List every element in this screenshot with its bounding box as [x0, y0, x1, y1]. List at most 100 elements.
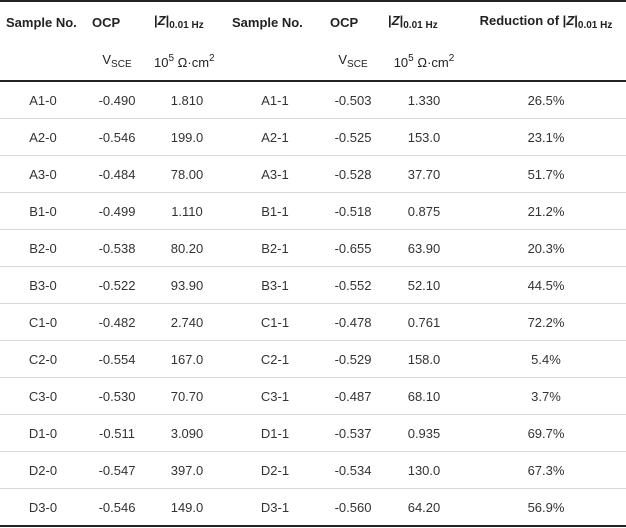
cell-impedance-1: 64.20 — [382, 488, 466, 527]
cell-impedance-0: 199.0 — [148, 118, 226, 156]
cell-impedance-0: 3.090 — [148, 414, 226, 452]
cell-ocp-0: -0.546 — [86, 488, 148, 527]
cell-ocp-0: -0.547 — [86, 451, 148, 489]
units-ocp-1-main: V — [102, 52, 112, 67]
cell-ocp-0: -0.522 — [86, 266, 148, 304]
units-impedance-2-exp: 5 — [408, 52, 414, 64]
units-ocp-1-sub: SCE — [111, 59, 132, 70]
cell-sample-0: D2-0 — [0, 451, 86, 489]
cell-sample-0: A1-0 — [0, 81, 86, 119]
cell-ocp-1: -0.534 — [324, 451, 382, 489]
header-impedance-1-prefix: | — [154, 13, 158, 28]
cell-reduction: 72.2% — [466, 303, 626, 341]
cell-sample-0: D3-0 — [0, 488, 86, 527]
units-impedance-1-base: 10 — [154, 54, 169, 70]
cell-sample-1: D1-1 — [226, 414, 324, 452]
cell-ocp-1: -0.552 — [324, 266, 382, 304]
cell-sample-1: A3-1 — [226, 155, 324, 193]
table-row: D2-0 -0.547 397.0 D2-1 -0.534 130.0 67.3… — [0, 451, 626, 489]
units-impedance-1: 105 Ω·cm2 — [148, 42, 226, 82]
cell-ocp-1: -0.518 — [324, 192, 382, 230]
cell-impedance-0: 1.810 — [148, 81, 226, 119]
cell-sample-0: D1-0 — [0, 414, 86, 452]
cell-ocp-1: -0.655 — [324, 229, 382, 267]
units-impedance-1-unit: Ω·cm — [174, 54, 210, 70]
header-reduction: Reduction of |Z|0.01 Hz — [466, 0, 626, 42]
cell-sample-0: C2-0 — [0, 340, 86, 378]
table-row: A2-0 -0.546 199.0 A2-1 -0.525 153.0 23.1… — [0, 118, 626, 156]
cell-sample-1: D3-1 — [226, 488, 324, 527]
cell-ocp-1: -0.525 — [324, 118, 382, 156]
cell-impedance-1: 68.10 — [382, 377, 466, 415]
table-row: C2-0 -0.554 167.0 C2-1 -0.529 158.0 5.4% — [0, 340, 626, 378]
cell-impedance-1: 63.90 — [382, 229, 466, 267]
cell-reduction: 23.1% — [466, 118, 626, 156]
cell-reduction: 69.7% — [466, 414, 626, 452]
cell-sample-0: A2-0 — [0, 118, 86, 156]
cell-ocp-1: -0.503 — [324, 81, 382, 119]
cell-reduction: 44.5% — [466, 266, 626, 304]
cell-impedance-0: 80.20 — [148, 229, 226, 267]
cell-impedance-0: 397.0 — [148, 451, 226, 489]
cell-reduction: 3.7% — [466, 377, 626, 415]
cell-impedance-0: 70.70 — [148, 377, 226, 415]
table-row: A3-0 -0.484 78.00 A3-1 -0.528 37.70 51.7… — [0, 155, 626, 193]
cell-sample-1: B3-1 — [226, 266, 324, 304]
header-impedance-2-var: Z — [391, 13, 400, 28]
units-impedance-2-unit-exp: 2 — [448, 52, 455, 64]
cell-impedance-1: 52.10 — [382, 266, 466, 304]
cell-impedance-1: 37.70 — [382, 155, 466, 193]
header-row: Sample No. OCP |Z|0.01 Hz Sample No. OCP… — [0, 0, 626, 42]
cell-ocp-0: -0.482 — [86, 303, 148, 341]
cell-impedance-0: 78.00 — [148, 155, 226, 193]
table-row: B1-0 -0.499 1.110 B1-1 -0.518 0.875 21.2… — [0, 192, 626, 230]
units-impedance-1-exp: 5 — [168, 52, 175, 64]
cell-impedance-1: 153.0 — [382, 118, 466, 156]
cell-sample-0: C3-0 — [0, 377, 86, 415]
cell-ocp-1: -0.487 — [324, 377, 382, 415]
table-body: A1-0 -0.490 1.810 A1-1 -0.503 1.330 26.5… — [0, 81, 626, 527]
cell-ocp-0: -0.511 — [86, 414, 148, 452]
cell-sample-1: D2-1 — [226, 451, 324, 489]
cell-sample-0: C1-0 — [0, 303, 86, 341]
cell-impedance-0: 167.0 — [148, 340, 226, 378]
units-impedance-2-base: 10 — [393, 54, 409, 70]
table-row: D1-0 -0.511 3.090 D1-1 -0.537 0.935 69.7… — [0, 414, 626, 452]
cell-sample-1: B1-1 — [226, 192, 324, 230]
header-impedance-1-var: Z — [157, 13, 166, 28]
cell-impedance-0: 2.740 — [148, 303, 226, 341]
header-impedance-2: |Z|0.01 Hz — [382, 0, 466, 42]
cell-ocp-0: -0.499 — [86, 192, 148, 230]
cell-impedance-1: 130.0 — [382, 451, 466, 489]
units-sample-no-2 — [226, 42, 324, 82]
cell-impedance-1: 0.875 — [382, 192, 466, 230]
cell-sample-1: C2-1 — [226, 340, 324, 378]
cell-ocp-1: -0.560 — [324, 488, 382, 527]
units-ocp-1: VSCE — [86, 42, 148, 82]
cell-ocp-1: -0.529 — [324, 340, 382, 378]
units-ocp-2: VSCE — [324, 42, 382, 82]
cell-sample-0: B3-0 — [0, 266, 86, 304]
cell-reduction: 56.9% — [466, 488, 626, 527]
cell-impedance-0: 149.0 — [148, 488, 226, 527]
cell-ocp-0: -0.538 — [86, 229, 148, 267]
cell-ocp-0: -0.530 — [86, 377, 148, 415]
header-ocp-2: OCP — [324, 0, 382, 42]
cell-ocp-1: -0.537 — [324, 414, 382, 452]
cell-ocp-0: -0.490 — [86, 81, 148, 119]
cell-reduction: 26.5% — [466, 81, 626, 119]
cell-sample-1: C1-1 — [226, 303, 324, 341]
table-row: D3-0 -0.546 149.0 D3-1 -0.560 64.20 56.9… — [0, 488, 626, 527]
units-reduction — [466, 42, 626, 82]
header-reduction-prefix: Reduction of | — [479, 13, 567, 28]
cell-impedance-1: 0.761 — [382, 303, 466, 341]
cell-impedance-0: 93.90 — [148, 266, 226, 304]
header-impedance-1: |Z|0.01 Hz — [148, 0, 226, 42]
cell-ocp-1: -0.478 — [324, 303, 382, 341]
cell-impedance-1: 158.0 — [382, 340, 466, 378]
cell-reduction: 20.3% — [466, 229, 626, 267]
cell-ocp-0: -0.554 — [86, 340, 148, 378]
header-impedance-1-sub: 0.01 Hz — [169, 20, 204, 31]
units-impedance-2-unit: Ω·cm — [413, 54, 449, 70]
